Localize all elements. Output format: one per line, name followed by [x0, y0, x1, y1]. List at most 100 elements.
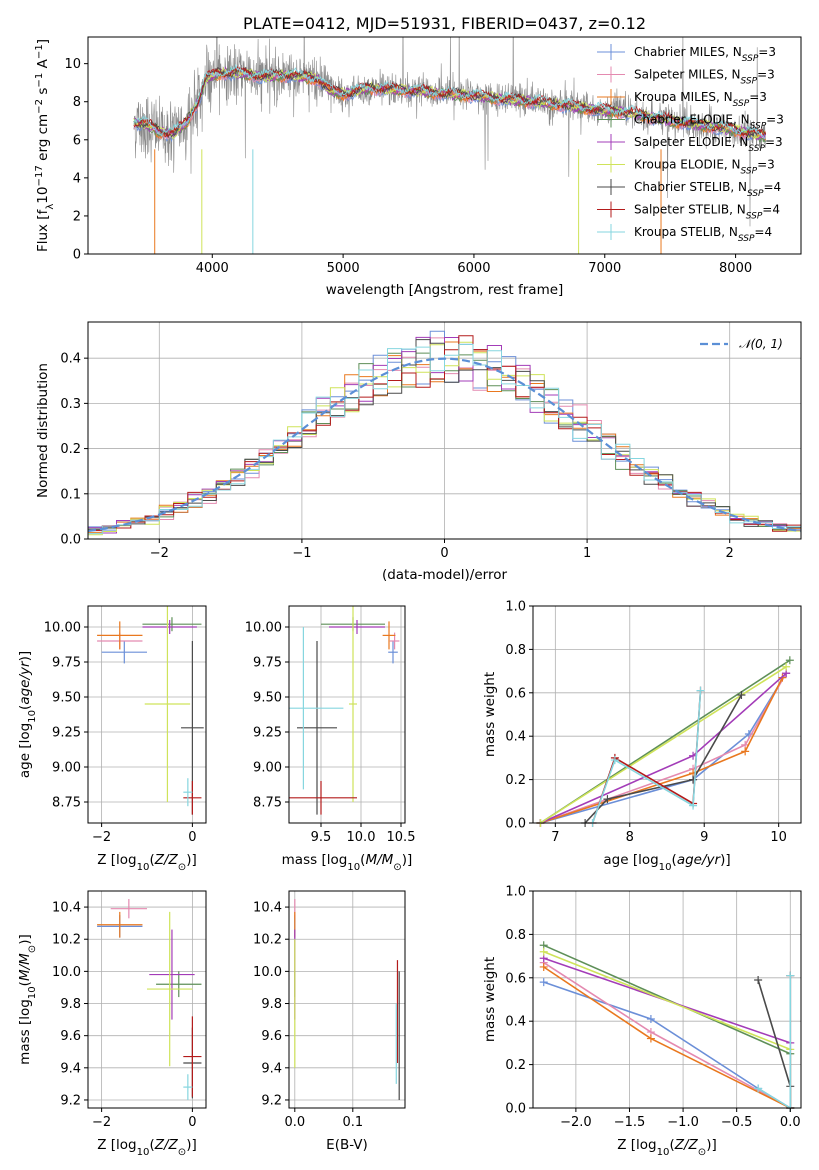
mass-vs-Z-plot-area — [97, 899, 202, 1100]
x-tick-label: 9 — [700, 830, 708, 845]
y-tick-label: 0.2 — [505, 1058, 526, 1073]
y-tick-label: 9.8 — [60, 997, 81, 1012]
x-tick-label: 10.5 — [387, 830, 416, 845]
legend-label: Kroupa STELIB, NSSP=4 — [634, 225, 772, 244]
errorbar-point — [183, 778, 193, 807]
y-tick-label: 0.0 — [60, 533, 81, 548]
y-tick-label: 0.8 — [505, 643, 526, 658]
axes-frame — [87, 605, 207, 824]
errorbar-point — [183, 1016, 202, 1097]
y-tick-label: 0.4 — [505, 730, 526, 745]
errorbar-point — [101, 641, 147, 664]
y-tick-label: 9.8 — [261, 997, 282, 1012]
legend-label: Chabrier MILES, NSSP=3 — [634, 45, 776, 64]
y-tick-label: 8 — [73, 95, 81, 110]
normal-curve — [88, 357, 801, 533]
mass-vs-EBV-plot-area — [294, 899, 400, 1100]
age-vs-mass-plot-area — [289, 606, 400, 815]
legend-entry: Kroupa MILES, NSSP=3 — [597, 89, 767, 109]
weight-vs-Z-axes — [533, 890, 801, 1109]
y-tick-label: 9.4 — [60, 1061, 81, 1076]
errorbar-point — [156, 971, 202, 998]
legend-label: Salpeter MILES, NSSP=3 — [634, 68, 775, 87]
x-tick-label: 0.0 — [780, 1115, 801, 1130]
y-tick-label: 0.4 — [60, 352, 81, 367]
legend-entry: Salpeter STELIB, NSSP=4 — [597, 201, 780, 222]
series-marker — [737, 690, 746, 699]
y-tick-label: 0.0 — [505, 817, 526, 832]
axes-frame — [87, 36, 802, 255]
mass-vs-Z-x-label: Z [log10(Z/Z⊙)] — [97, 1137, 197, 1158]
series-line — [543, 944, 792, 1108]
errorbar-point — [183, 1074, 193, 1100]
legend-label: Chabrier ELODIE, NSSP=3 — [634, 113, 784, 132]
series-line — [540, 677, 784, 824]
series-marker — [741, 747, 750, 756]
age-vs-Z-frame: −2 0 8.75 9.00 9.25 9.50 9.75 10.00 — [44, 605, 207, 845]
weight-vs-age-plot-area — [536, 656, 794, 827]
y-tick-label: 6 — [73, 133, 81, 148]
spectrum-y-label: Flux [fλ10−17 erg cm−2 s−1 A−1] — [34, 39, 56, 252]
x-tick-label: −2 — [92, 830, 111, 845]
axes-frame — [532, 890, 802, 1109]
errorbar-point — [349, 606, 357, 802]
residuals-x-label: (data-model)/error — [382, 567, 508, 583]
y-tick-label: 10.4 — [52, 901, 81, 916]
y-tick-label: 4 — [73, 171, 81, 186]
y-tick-label: 10.0 — [253, 965, 282, 980]
series-chabrier-stelib — [581, 690, 746, 827]
y-tick-label: 10 — [64, 57, 81, 72]
x-tick-label: 0 — [188, 1115, 196, 1130]
series-line — [591, 690, 702, 824]
series-line — [757, 979, 792, 1108]
y-tick-label: 0.6 — [505, 686, 526, 701]
legend-label: 𝒩(0, 1) — [739, 337, 783, 351]
y-tick-label: 9.75 — [253, 656, 282, 671]
y-tick-label: 9.25 — [52, 726, 81, 741]
age-vs-mass-frame: 9.5 10.0 10.5 8.75 9.00 9.25 9.50 9.75 10.00 — [245, 605, 416, 845]
y-tick-label: 0 — [73, 248, 81, 263]
series-marker — [610, 756, 619, 765]
spectrum-title: PLATE=0412, MJD=51931, FIBERID=0437, z=0… — [243, 14, 646, 33]
series-chabrier-miles — [539, 978, 795, 1112]
mass-vs-EBV-x-label: E(B-V) — [326, 1137, 368, 1153]
errorbar-point — [142, 620, 197, 634]
legend-entry: Kroupa ELODIE, NSSP=3 — [597, 156, 775, 177]
x-tick-label: −1 — [292, 546, 311, 561]
age-vs-Z-plot-area — [97, 606, 204, 815]
errorbar-point — [147, 911, 193, 1067]
y-tick-label: 0.2 — [505, 773, 526, 788]
series-line — [540, 672, 787, 824]
x-tick-label: −2 — [92, 1115, 111, 1130]
y-tick-label: 1.0 — [505, 600, 526, 615]
series-marker — [754, 1084, 763, 1093]
mass-vs-EBV-axes — [289, 891, 405, 1108]
age-vs-Z-y-label: age [log10(age/yr)] — [17, 651, 38, 778]
y-tick-label: 9.50 — [52, 691, 81, 706]
x-tick-label: 0.0 — [284, 1115, 305, 1130]
y-tick-label: 0.2 — [60, 442, 81, 457]
y-tick-label: 9.00 — [253, 761, 282, 776]
x-tick-label: 0.1 — [342, 1115, 363, 1130]
series-line — [540, 672, 787, 824]
y-tick-label: 8.75 — [253, 796, 282, 811]
errorbar-point — [110, 899, 147, 919]
series-line — [540, 672, 787, 824]
errorbar-point — [388, 641, 398, 664]
residuals-legend: 𝒩(0, 1) — [700, 337, 783, 351]
series-line — [539, 666, 787, 824]
weight-vs-Z-frame: −2.0 −1.5 −1.0 −0.5 0.0 0.0 0.2 0.4 0.6 0.8 1.0 — [505, 885, 802, 1130]
age-vs-mass-axes — [289, 606, 405, 823]
y-tick-label: 9.2 — [60, 1093, 81, 1108]
legend-entry: Chabrier STELIB, NSSP=4 — [597, 179, 781, 199]
y-tick-label: 8.75 — [52, 796, 81, 811]
y-tick-label: 9.6 — [261, 1029, 282, 1044]
x-tick-label: 10.0 — [347, 830, 376, 845]
axes-frame — [87, 890, 207, 1109]
y-tick-label: 10.00 — [44, 621, 81, 636]
legend-label: Kroupa ELODIE, NSSP=3 — [634, 158, 775, 177]
spectrum-plot-area — [133, 37, 767, 254]
y-tick-label: 0.8 — [505, 928, 526, 943]
y-tick-label: 0.0 — [505, 1102, 526, 1117]
